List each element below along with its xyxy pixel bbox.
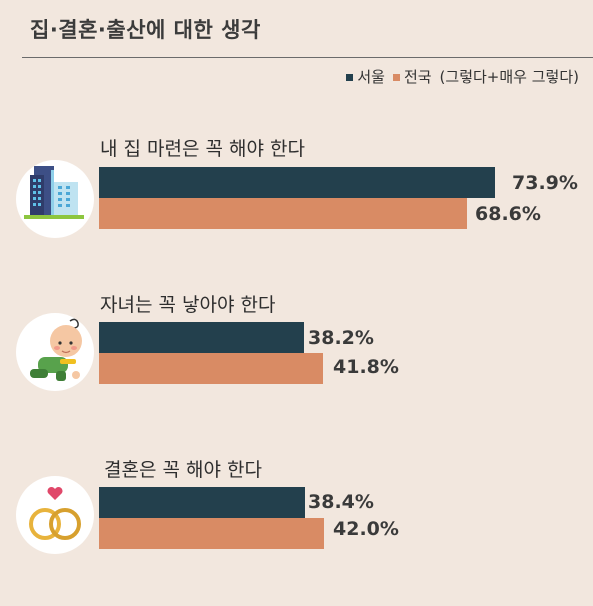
category-label-children: 자녀는 꼭 낳아야 한다 bbox=[100, 294, 276, 316]
category-label-home: 내 집 마련은 꼭 해야 한다 bbox=[100, 138, 305, 160]
legend-label-national: 전국 bbox=[403, 68, 432, 86]
bar-seoul-children bbox=[99, 322, 304, 353]
chart-title: 집·결혼·출산에 대한 생각 bbox=[30, 18, 261, 42]
bar-national-home bbox=[99, 198, 467, 229]
value-label-national-marriage: 42.0% bbox=[333, 518, 399, 540]
legend-item-national: 전국 bbox=[392, 66, 432, 87]
category-label-marriage: 결혼은 꼭 해야 한다 bbox=[104, 459, 262, 481]
value-label-national-home: 68.6% bbox=[475, 203, 541, 225]
legend-label-seoul: 서울 bbox=[357, 68, 385, 86]
title-divider bbox=[22, 57, 593, 58]
legend-note: (그렇다+매우 그렇다) bbox=[439, 68, 579, 86]
value-label-seoul-marriage: 38.4% bbox=[308, 491, 374, 513]
legend-item-seoul: 서울 bbox=[346, 66, 385, 87]
bar-national-marriage bbox=[99, 518, 324, 549]
legend: 서울 전국 (그렇다+매우 그렇다) bbox=[338, 66, 579, 87]
value-label-national-children: 41.8% bbox=[333, 356, 399, 378]
value-label-seoul-home: 73.9% bbox=[512, 172, 578, 194]
buildings-icon bbox=[16, 160, 94, 238]
bar-seoul-marriage bbox=[99, 487, 305, 518]
crawling-baby-icon bbox=[16, 313, 94, 391]
value-label-seoul-children: 38.2% bbox=[308, 327, 374, 349]
legend-swatch-national bbox=[392, 74, 400, 81]
legend-swatch-seoul bbox=[346, 74, 354, 81]
wedding-rings-icon bbox=[16, 476, 94, 554]
bar-seoul-home bbox=[99, 167, 495, 198]
bar-national-children bbox=[99, 353, 323, 384]
